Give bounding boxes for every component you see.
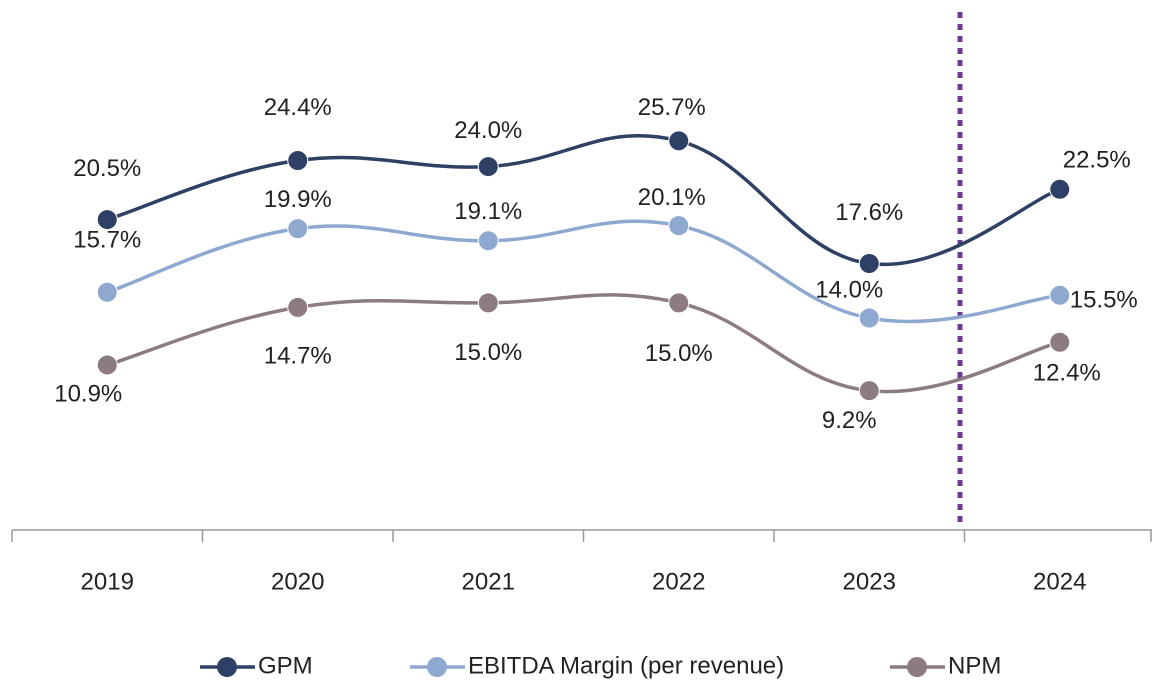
- point-marker: [477, 292, 499, 314]
- point-marker: [1049, 178, 1071, 200]
- data-label: 15.5%: [1070, 287, 1138, 314]
- data-label: 10.9%: [54, 380, 122, 407]
- point-marker: [96, 354, 118, 376]
- point-marker: [287, 218, 309, 240]
- data-label: 9.2%: [822, 407, 877, 434]
- data-label: 24.0%: [454, 117, 522, 144]
- point-marker: [858, 380, 880, 402]
- series-line: [106, 219, 1060, 324]
- legend-label: NPM: [948, 652, 1001, 679]
- data-label: 25.7%: [638, 94, 706, 121]
- data-label: 19.9%: [264, 186, 332, 213]
- x-tick-label: 2023: [843, 568, 896, 595]
- series-line: [106, 133, 1061, 267]
- data-label: 22.5%: [1063, 147, 1131, 174]
- legend-label: GPM: [258, 652, 313, 679]
- legend-marker: [427, 657, 447, 677]
- data-label: 20.5%: [73, 155, 141, 182]
- x-tick-label: 2021: [462, 568, 515, 595]
- point-marker: [668, 130, 690, 152]
- series-line: [106, 293, 1061, 394]
- point-marker: [1049, 331, 1071, 353]
- data-label: 19.1%: [454, 198, 522, 225]
- point-marker: [477, 156, 499, 178]
- legend-marker: [907, 657, 927, 677]
- point-marker: [477, 230, 499, 252]
- data-label: 15.0%: [454, 339, 522, 366]
- x-tick-label: 2019: [81, 568, 134, 595]
- data-label: 15.0%: [645, 340, 713, 367]
- legend-marker: [217, 657, 237, 677]
- point-marker: [1049, 284, 1071, 306]
- x-tick-label: 2022: [652, 568, 705, 595]
- point-marker: [668, 292, 690, 314]
- data-label: 14.7%: [264, 343, 332, 370]
- point-marker: [858, 252, 880, 274]
- data-label: 24.4%: [264, 94, 332, 121]
- point-marker: [96, 209, 118, 231]
- data-label: 15.7%: [73, 227, 141, 254]
- legend-label: EBITDA Margin (per revenue): [468, 652, 784, 679]
- data-label: 20.1%: [638, 184, 706, 211]
- data-label: 17.6%: [835, 199, 903, 226]
- point-marker: [287, 296, 309, 318]
- point-marker: [96, 281, 118, 303]
- x-tick-label: 2024: [1033, 568, 1086, 595]
- data-label: 14.0%: [815, 276, 883, 303]
- point-marker: [668, 215, 690, 237]
- point-marker: [858, 307, 880, 329]
- point-marker: [287, 150, 309, 172]
- x-tick-label: 2020: [271, 568, 324, 595]
- data-label: 12.4%: [1033, 360, 1101, 387]
